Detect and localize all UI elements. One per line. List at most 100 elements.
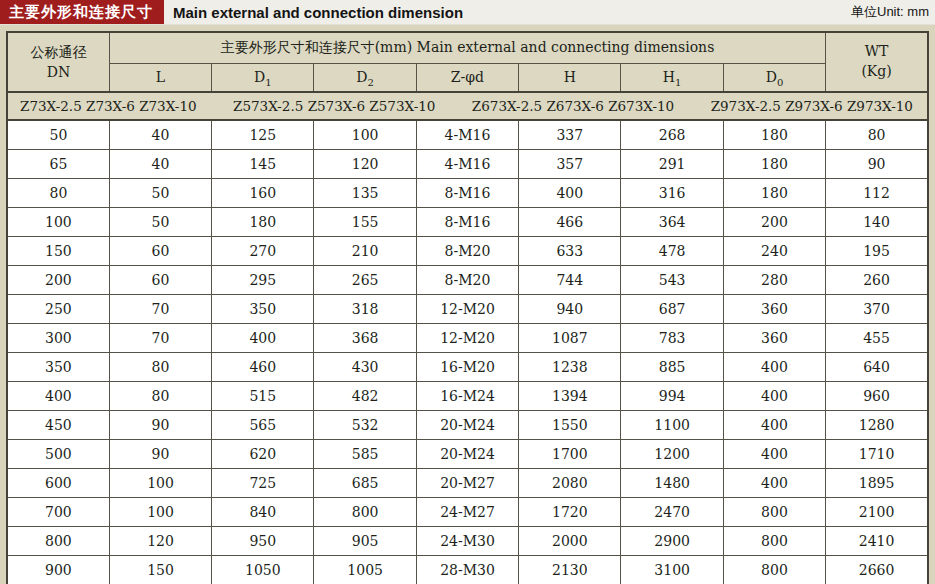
cell-wt: 2100 (826, 498, 928, 527)
cell-h1: 1200 (621, 440, 723, 469)
cell-d1: 160 (212, 179, 314, 208)
cell-wt: 2410 (826, 527, 928, 556)
cell-d0: 180 (723, 150, 825, 179)
cell-d0: 240 (723, 237, 825, 266)
cell-l: 100 (109, 469, 211, 498)
cell-dn: 900 (7, 556, 109, 584)
cell-h1: 783 (621, 324, 723, 353)
cell-d1: 620 (212, 440, 314, 469)
model-group-z573x: Z573X-2.5 Z573X-6 Z573X-10 (233, 98, 435, 114)
title-bar: 主要外形和连接尺寸 Main external and connection d… (0, 0, 935, 25)
table-row: 3508046043016-M201238885400640 (7, 353, 928, 382)
cell-h1: 3100 (621, 556, 723, 584)
cell-h: 2130 (519, 556, 621, 584)
cell-zphid: 8-M16 (416, 179, 518, 208)
table-row: 2507035031812-M20940687360370 (7, 295, 928, 324)
cell-d2: 1005 (314, 556, 416, 584)
cell-h: 466 (519, 208, 621, 237)
cell-zphid: 12-M20 (416, 295, 518, 324)
cell-h1: 994 (621, 382, 723, 411)
cell-l: 80 (109, 382, 211, 411)
cell-l: 150 (109, 556, 211, 584)
cell-d2: 585 (314, 440, 416, 469)
cell-dn: 150 (7, 237, 109, 266)
cell-h: 337 (519, 120, 621, 150)
cell-h: 940 (519, 295, 621, 324)
table-row: 60010072568520-M27208014804001895 (7, 469, 928, 498)
cell-d2: 905 (314, 527, 416, 556)
cell-l: 50 (109, 208, 211, 237)
section-title-english: Main external and connection dimension (173, 4, 463, 21)
cell-d1: 400 (212, 324, 314, 353)
cell-dn: 200 (7, 266, 109, 295)
cell-d0: 800 (723, 527, 825, 556)
table-row: 9001501050100528-M30213031008002660 (7, 556, 928, 584)
model-group-z973x: Z973X-2.5 Z973X-6 Z973X-10 (711, 98, 913, 114)
cell-d1: 350 (212, 295, 314, 324)
table-row: 150602702108-M20633478240195 (7, 237, 928, 266)
cell-d0: 360 (723, 324, 825, 353)
cell-wt: 2660 (826, 556, 928, 584)
cell-h1: 543 (621, 266, 723, 295)
cell-wt: 640 (826, 353, 928, 382)
cell-d0: 800 (723, 498, 825, 527)
cell-h: 744 (519, 266, 621, 295)
cell-zphid: 8-M20 (416, 266, 518, 295)
cell-wt: 195 (826, 237, 928, 266)
cell-d2: 210 (314, 237, 416, 266)
cell-h1: 2470 (621, 498, 723, 527)
dimension-table-wrapper: 公称通径 DN 主要外形尺寸和连接尺寸(mm) Main external an… (6, 31, 929, 584)
table-row: 5009062058520-M24170012004001710 (7, 440, 928, 469)
table-body: 50401251004-M163372681808065401451204-M1… (7, 120, 928, 584)
cell-h1: 316 (621, 179, 723, 208)
cell-wt: 960 (826, 382, 928, 411)
cell-h: 2080 (519, 469, 621, 498)
cell-wt: 370 (826, 295, 928, 324)
cell-d1: 125 (212, 120, 314, 150)
cell-d1: 145 (212, 150, 314, 179)
cell-h1: 885 (621, 353, 723, 382)
header-span-title: 主要外形尺寸和连接尺寸(mm) Main external and connec… (109, 32, 825, 63)
cell-d0: 400 (723, 440, 825, 469)
cell-d1: 950 (212, 527, 314, 556)
cell-dn: 65 (7, 150, 109, 179)
table-row: 70010084080024-M27172024708002100 (7, 498, 928, 527)
cell-d1: 725 (212, 469, 314, 498)
cell-zphid: 28-M30 (416, 556, 518, 584)
cell-wt: 80 (826, 120, 928, 150)
model-row: Z73X-2.5 Z73X-6 Z73X-10 Z573X-2.5 Z573X-… (7, 92, 928, 120)
cell-d2: 368 (314, 324, 416, 353)
model-designations: Z73X-2.5 Z73X-6 Z73X-10 Z573X-2.5 Z573X-… (8, 98, 927, 114)
header-wt: WT (Kg) (826, 32, 928, 92)
cell-d0: 400 (723, 382, 825, 411)
cell-dn: 300 (7, 324, 109, 353)
cell-d2: 532 (314, 411, 416, 440)
header-dn-cn: 公称通径 (30, 44, 86, 60)
cell-d0: 200 (723, 208, 825, 237)
cell-d2: 100 (314, 120, 416, 150)
cell-zphid: 24-M30 (416, 527, 518, 556)
cell-l: 70 (109, 295, 211, 324)
cell-d0: 180 (723, 179, 825, 208)
cell-l: 40 (109, 120, 211, 150)
cell-d0: 180 (723, 120, 825, 150)
header-col-d0: D0 (723, 63, 825, 92)
cell-h: 1700 (519, 440, 621, 469)
cell-l: 50 (109, 179, 211, 208)
cell-h1: 268 (621, 120, 723, 150)
cell-h1: 364 (621, 208, 723, 237)
cell-dn: 50 (7, 120, 109, 150)
model-group-z73x: Z73X-2.5 Z73X-6 Z73X-10 (20, 98, 197, 114)
cell-d1: 1050 (212, 556, 314, 584)
header-col-h: H (519, 63, 621, 92)
table-row: 3007040036812-M201087783360455 (7, 324, 928, 353)
cell-dn: 500 (7, 440, 109, 469)
cell-wt: 112 (826, 179, 928, 208)
header-col-d1: D1 (212, 63, 314, 92)
cell-d2: 265 (314, 266, 416, 295)
cell-dn: 100 (7, 208, 109, 237)
cell-l: 80 (109, 353, 211, 382)
cell-d2: 430 (314, 353, 416, 382)
header-wt-unit: (Kg) (861, 63, 891, 79)
cell-d2: 155 (314, 208, 416, 237)
